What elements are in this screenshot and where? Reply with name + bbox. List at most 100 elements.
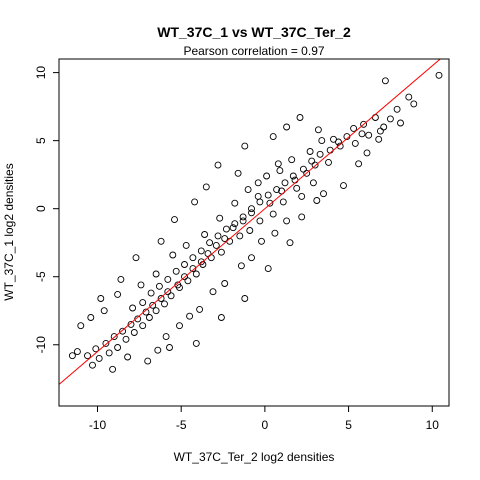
data-point <box>293 184 301 192</box>
data-point <box>254 179 262 187</box>
data-point <box>239 217 247 225</box>
data-point <box>298 213 306 221</box>
data-point <box>172 267 180 275</box>
data-point <box>114 290 122 298</box>
data-point <box>360 120 368 128</box>
data-point <box>212 241 220 249</box>
data-point <box>237 262 245 270</box>
data-point <box>269 210 277 218</box>
data-points <box>68 71 443 373</box>
data-point <box>157 237 165 245</box>
data-point <box>281 179 289 187</box>
data-point <box>303 169 311 177</box>
data-point <box>181 261 188 268</box>
x-tick-label: 5 <box>345 418 352 432</box>
data-point <box>376 127 384 135</box>
data-point <box>196 305 204 313</box>
data-point <box>274 160 282 168</box>
data-point <box>248 209 255 217</box>
data-point <box>375 135 383 143</box>
data-point <box>162 333 170 341</box>
data-point <box>271 229 279 237</box>
data-point <box>258 237 265 245</box>
data-point <box>306 148 314 155</box>
data-point <box>192 270 200 278</box>
data-point <box>263 172 271 180</box>
data-point <box>144 357 152 365</box>
data-point <box>164 288 172 296</box>
data-point <box>244 186 252 194</box>
data-point <box>182 241 190 249</box>
y-axis-label: WT_37C_1 log2 densities <box>2 163 16 300</box>
data-point <box>309 179 317 187</box>
data-point <box>266 199 274 207</box>
data-point <box>286 239 294 247</box>
data-point <box>314 126 322 134</box>
data-point <box>351 139 359 147</box>
data-point <box>137 281 145 289</box>
data-point <box>264 191 272 199</box>
data-point <box>283 123 291 131</box>
data-point <box>92 345 100 353</box>
data-point <box>336 142 344 150</box>
data-point <box>102 339 110 347</box>
data-point <box>191 198 199 206</box>
data-point <box>248 254 255 262</box>
data-point <box>318 137 326 145</box>
data-point <box>241 142 249 150</box>
y-tick-label: -5 <box>34 271 48 282</box>
data-point <box>410 100 418 108</box>
data-point <box>129 304 137 312</box>
data-point <box>171 216 178 224</box>
data-point <box>164 275 172 283</box>
data-point <box>161 300 168 308</box>
data-point <box>269 133 277 141</box>
data-point <box>256 217 264 225</box>
data-point <box>197 247 205 255</box>
data-point <box>316 150 324 158</box>
data-point <box>365 131 373 139</box>
data-point <box>276 167 284 175</box>
x-axis: -10 -5 0 5 10 <box>89 406 439 432</box>
data-point <box>381 77 389 85</box>
data-point <box>386 115 394 123</box>
data-point <box>335 138 342 146</box>
data-point <box>95 354 103 362</box>
data-point <box>114 344 122 351</box>
data-point <box>189 254 197 262</box>
data-point <box>363 149 371 157</box>
data-point <box>176 322 183 330</box>
data-point <box>169 251 177 259</box>
data-point <box>340 182 347 190</box>
data-point <box>299 165 307 173</box>
data-point <box>264 265 272 273</box>
data-point <box>155 282 163 290</box>
y-tick-label: 0 <box>34 205 48 212</box>
data-point <box>393 105 401 113</box>
data-point <box>358 130 366 138</box>
data-point <box>89 361 96 369</box>
data-point <box>214 161 222 169</box>
chart-subtitle: Pearson correlation = 0.97 <box>183 44 324 58</box>
data-point <box>77 322 85 330</box>
data-point <box>209 288 217 296</box>
data-point <box>105 349 113 357</box>
y-tick-label: 10 <box>34 66 48 80</box>
data-point <box>152 307 160 315</box>
data-point <box>157 295 165 302</box>
data-point <box>134 315 142 323</box>
data-point <box>139 322 147 330</box>
data-point <box>236 232 244 240</box>
data-point <box>325 158 332 166</box>
data-point <box>320 190 327 198</box>
data-point <box>149 301 157 309</box>
data-point <box>231 199 239 207</box>
data-point <box>122 335 130 343</box>
data-point <box>350 124 358 132</box>
y-tick-label: -10 <box>34 336 48 354</box>
data-point <box>109 365 117 373</box>
x-tick-label: 10 <box>426 418 440 432</box>
data-point <box>202 183 210 191</box>
data-point <box>184 277 192 285</box>
data-point <box>231 220 239 228</box>
